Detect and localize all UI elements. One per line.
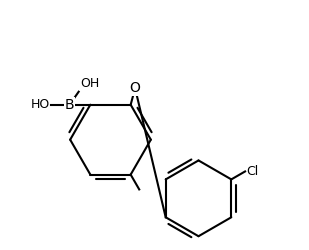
Text: B: B (65, 98, 74, 112)
Text: Cl: Cl (246, 165, 259, 178)
Text: O: O (130, 81, 141, 95)
Text: HO: HO (31, 98, 50, 111)
Text: OH: OH (80, 78, 99, 90)
